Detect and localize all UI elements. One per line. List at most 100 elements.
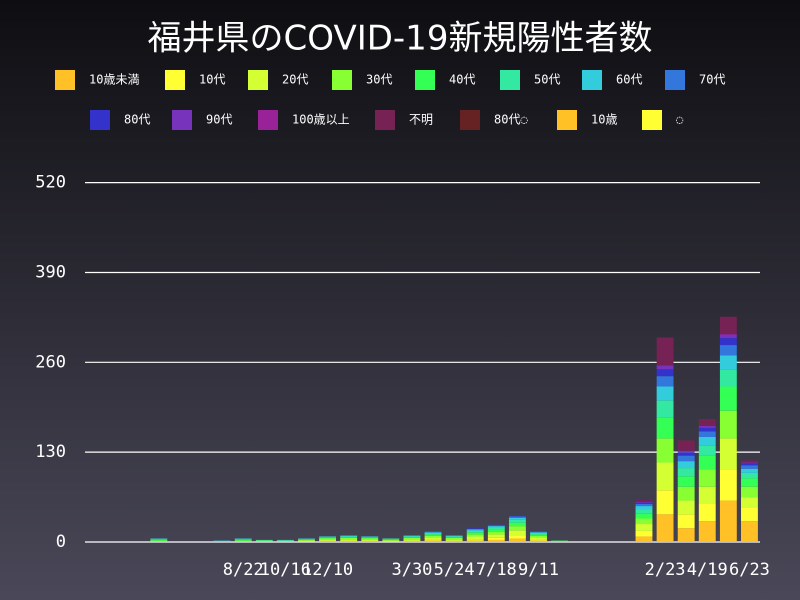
bar-segment bbox=[150, 541, 168, 542]
legend-label: 10歳 bbox=[591, 113, 617, 127]
x-tick-label: 6/23 bbox=[729, 560, 770, 580]
bar-segment bbox=[508, 516, 526, 518]
bar-segment bbox=[719, 469, 737, 501]
bar-segment bbox=[530, 534, 547, 536]
bar-segment bbox=[741, 465, 758, 469]
bar-segment bbox=[424, 535, 442, 538]
bar-segment bbox=[340, 539, 358, 541]
x-tick-label: 3/30 bbox=[391, 560, 432, 580]
bar-segment bbox=[382, 539, 400, 541]
legend-label: 80代◌ bbox=[494, 113, 528, 127]
bar-segment bbox=[445, 537, 463, 538]
bar-segment bbox=[445, 537, 463, 540]
x-tick-label: 9/11 bbox=[518, 560, 559, 580]
bar-segment bbox=[719, 386, 737, 411]
bar-segment bbox=[698, 503, 716, 522]
bar-segment bbox=[530, 532, 547, 534]
bar-segment bbox=[466, 532, 484, 535]
bar-segment bbox=[403, 535, 421, 537]
bar-segment bbox=[234, 539, 252, 540]
legend-swatch bbox=[460, 110, 480, 130]
bar-segment bbox=[487, 525, 505, 527]
bar-segment bbox=[361, 540, 379, 542]
legend-label: 30代 bbox=[366, 73, 392, 87]
bar-segment bbox=[508, 535, 526, 539]
bar-segment bbox=[530, 533, 547, 535]
bar-segment bbox=[319, 540, 337, 542]
bar-segment bbox=[508, 522, 526, 527]
bar-segment bbox=[530, 539, 547, 541]
bar-segment bbox=[677, 486, 695, 501]
bar-segment bbox=[487, 531, 505, 535]
bar-segment bbox=[403, 541, 421, 542]
legend-swatch bbox=[582, 70, 602, 90]
bar-segment bbox=[530, 530, 547, 532]
bar-segment bbox=[424, 539, 442, 541]
x-tick-label: 7/18 bbox=[476, 560, 517, 580]
legend-swatch bbox=[90, 110, 110, 130]
bar-segment bbox=[635, 506, 653, 510]
x-tick-label: 12/10 bbox=[302, 560, 353, 580]
bar-segment bbox=[487, 539, 505, 542]
bar-segment bbox=[298, 538, 315, 540]
bar-segment bbox=[677, 450, 695, 453]
bar-segment bbox=[150, 538, 168, 540]
legend-label: 90代 bbox=[206, 113, 232, 127]
bar-segment bbox=[445, 535, 463, 537]
bar-segment bbox=[656, 376, 674, 387]
legend-label: ◌ bbox=[676, 113, 683, 127]
legend-swatch bbox=[248, 70, 268, 90]
bar-segment bbox=[635, 499, 653, 502]
legend-label: 100歳以上 bbox=[292, 113, 350, 127]
bar-segment bbox=[635, 513, 653, 519]
x-tick-label: 10/16 bbox=[260, 560, 311, 580]
bar-segment bbox=[741, 478, 758, 487]
bar-segment bbox=[656, 438, 674, 463]
bar-segment bbox=[445, 539, 463, 541]
bar-segment bbox=[276, 540, 294, 542]
bar-segment bbox=[741, 497, 758, 508]
bar-segment bbox=[487, 537, 505, 540]
bar-segment bbox=[466, 529, 484, 531]
chart-title: 福井県のCOVID-19新規陽性者数 bbox=[148, 19, 653, 59]
x-tick-label: 2/23 bbox=[645, 560, 686, 580]
bar-segment bbox=[466, 534, 484, 537]
bar-segment bbox=[677, 452, 695, 456]
bar-segment bbox=[382, 538, 400, 540]
bar-segment bbox=[741, 463, 758, 466]
bar-segment bbox=[635, 501, 653, 503]
bar-segment bbox=[445, 535, 463, 536]
bar-segment bbox=[255, 541, 273, 542]
bar-segment bbox=[656, 365, 674, 366]
bar-segment bbox=[403, 537, 421, 538]
bar-segment bbox=[424, 537, 442, 540]
bar-segment bbox=[698, 436, 716, 446]
bar-segment bbox=[466, 528, 484, 529]
bar-segment bbox=[319, 538, 337, 540]
bar-segment bbox=[698, 425, 716, 428]
bar-segment bbox=[719, 333, 737, 335]
bar-segment bbox=[466, 528, 484, 530]
bar-segment bbox=[319, 537, 337, 538]
bar-segment bbox=[150, 539, 168, 541]
bar-segment bbox=[403, 537, 421, 540]
bar-segment bbox=[530, 535, 547, 538]
bar-segment bbox=[319, 537, 337, 539]
bar-segment bbox=[508, 517, 526, 520]
legend-label: 20代 bbox=[282, 73, 308, 87]
bar-segment bbox=[361, 537, 379, 539]
x-tick-label: 8/22 bbox=[223, 560, 264, 580]
bar-segment bbox=[677, 461, 695, 469]
legend-swatch bbox=[375, 110, 395, 130]
bar-segment bbox=[741, 507, 758, 522]
bar-segment bbox=[340, 535, 358, 536]
bar-segment bbox=[741, 462, 758, 464]
bar-segment bbox=[635, 503, 653, 507]
bar-segment bbox=[635, 509, 653, 514]
bar-segment bbox=[403, 540, 421, 542]
bar-segment bbox=[508, 519, 526, 523]
bar-segment bbox=[656, 514, 674, 542]
bar-segment bbox=[403, 535, 421, 536]
bar-segment bbox=[656, 337, 674, 366]
